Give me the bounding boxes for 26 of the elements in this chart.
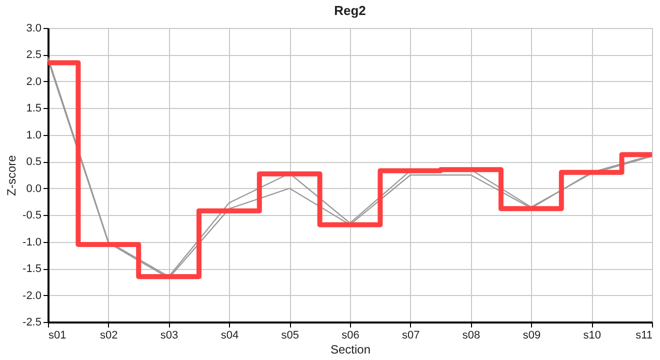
- y-tick-label: 3.0: [26, 22, 42, 34]
- x-tick-label: s06: [342, 330, 360, 342]
- x-axis-title: Section: [330, 342, 371, 356]
- y-tick-label: 2.0: [26, 76, 42, 88]
- y-tick-label: 0.0: [26, 182, 42, 195]
- x-tick-label: s07: [402, 330, 420, 342]
- y-tick-label: -1.5: [22, 263, 42, 276]
- x-tick-label: s10: [583, 330, 601, 342]
- chart-title: Reg2: [334, 3, 366, 18]
- y-tick-label: -2.5: [22, 316, 42, 328]
- x-tick-label: s01: [48, 330, 66, 342]
- y-tick-label: -0.5: [22, 210, 42, 222]
- x-tick-label: s11: [636, 330, 652, 342]
- x-tick-label: s04: [220, 330, 239, 342]
- y-tick-label: 0.5: [26, 156, 42, 168]
- y-tick-label: 2.5: [26, 49, 42, 62]
- x-tick-label: s09: [522, 330, 541, 342]
- x-tick-label: s05: [281, 330, 299, 342]
- y-axis-title: Z-score: [4, 154, 19, 196]
- y-tick-label: 1.0: [26, 129, 42, 142]
- x-tick-label: s08: [462, 330, 480, 342]
- x-tick-label: s02: [100, 330, 118, 342]
- y-tick-label: -2.0: [22, 290, 42, 302]
- y-tick-label: -1.0: [22, 236, 42, 248]
- x-tick-label: s03: [160, 330, 178, 342]
- y-tick-label: 1.5: [26, 102, 42, 115]
